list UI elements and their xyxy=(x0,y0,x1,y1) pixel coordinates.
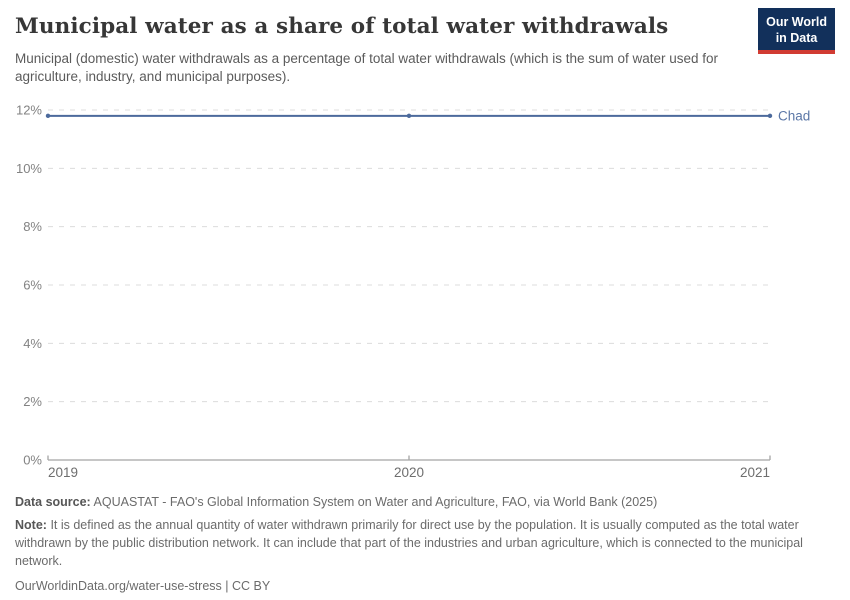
chart-subtitle: Municipal (domestic) water withdrawals a… xyxy=(15,51,719,84)
note-label: Note: xyxy=(15,517,47,532)
y-tick-label: 6% xyxy=(23,278,42,293)
x-tick-label: 2019 xyxy=(48,465,78,480)
y-tick-label: 2% xyxy=(23,394,42,409)
page-title: Municipal water as a share of total wate… xyxy=(15,14,669,39)
y-tick-label: 0% xyxy=(23,453,42,468)
owid-logo-line2: in Data xyxy=(775,31,818,45)
y-tick-label: 12% xyxy=(16,103,42,118)
note-text: It is defined as the annual quantity of … xyxy=(15,517,803,568)
data-point[interactable] xyxy=(767,113,773,119)
footer-url[interactable]: OurWorldinData.org/water-use-stress | CC… xyxy=(15,578,271,593)
y-tick-label: 8% xyxy=(23,219,42,234)
owid-logo-line1: Our World xyxy=(766,15,827,29)
line-chart-canvas[interactable]: 0% 2% 4% 6% 8% 10% 12% 2019 2020 2021 Chad xyxy=(0,95,850,492)
chart-footer: Data source: AQUASTAT - FAO's Global Inf… xyxy=(15,494,837,600)
data-source-text: AQUASTAT - FAO's Global Information Syst… xyxy=(93,495,658,509)
x-tick-label: 2020 xyxy=(394,465,424,480)
data-point[interactable] xyxy=(406,113,412,119)
note-line: Note: It is defined as the annual quanti… xyxy=(15,517,837,571)
x-tick-label: 2021 xyxy=(740,465,770,480)
owid-logo: Our World in Data xyxy=(758,8,835,54)
y-tick-label: 10% xyxy=(16,161,42,176)
data-source-line: Data source: AQUASTAT - FAO's Global Inf… xyxy=(15,494,837,512)
y-tick-label: 4% xyxy=(23,336,42,351)
line-chart-svg[interactable]: 0% 2% 4% 6% 8% 10% 12% 2019 2020 2021 Chad xyxy=(0,95,850,492)
data-source-label: Data source: xyxy=(15,495,91,509)
data-point[interactable] xyxy=(45,113,51,119)
entity-label[interactable]: Chad xyxy=(778,108,810,123)
chart-header: Municipal water as a share of total wate… xyxy=(15,14,760,86)
